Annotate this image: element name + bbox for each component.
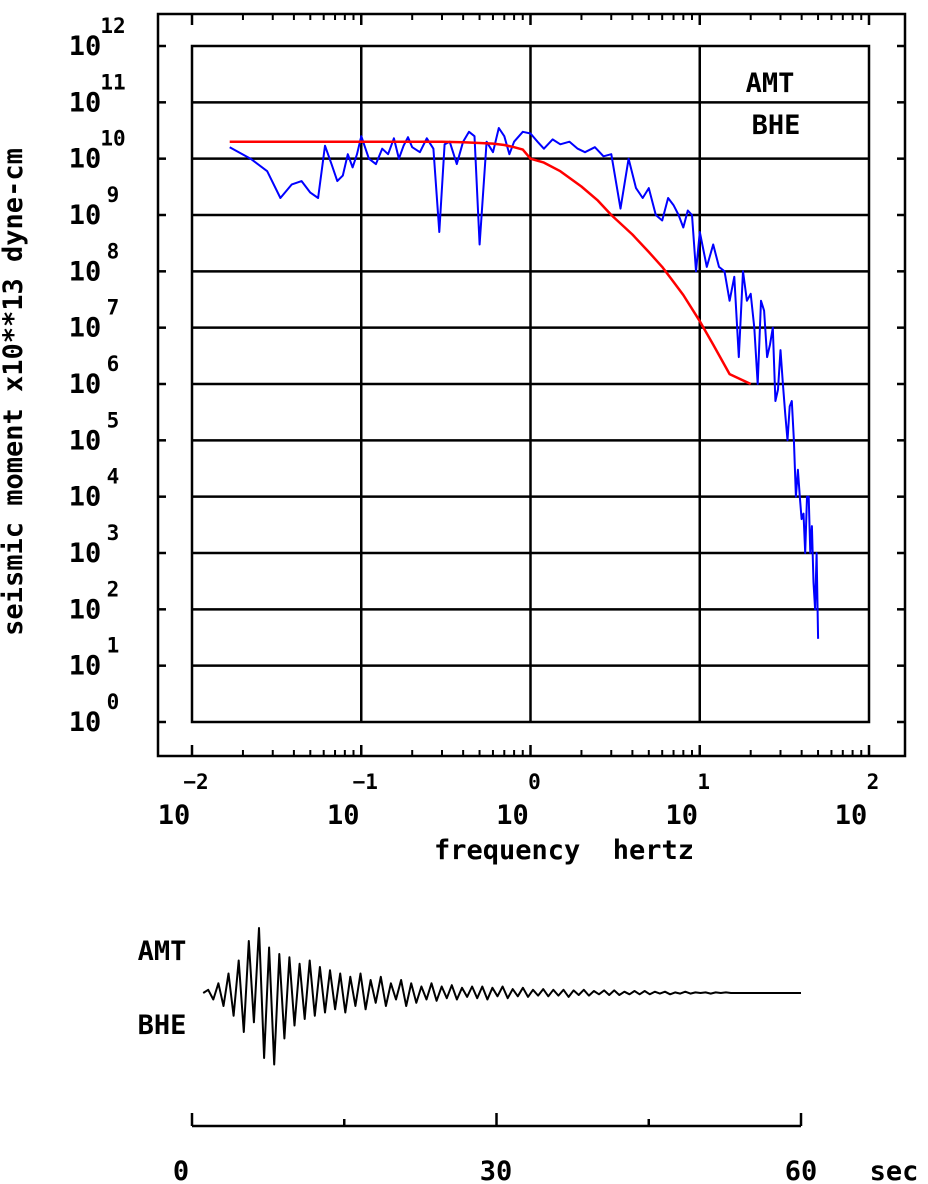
seismogram-annotation-station: AMT [138,936,187,967]
seismogram: AMT BHE 0 30 60 sec [138,927,919,1184]
time-tick-label: 0 [173,1156,189,1184]
x-tick-label-base: 10 [158,800,191,831]
y-tick-label-base: 10 [69,256,102,287]
y-tick-labels: 1001011021031041051061071081091010101110… [69,14,126,738]
y-tick-label-base: 10 [69,651,102,682]
x-tick-labels: 10 −2 10 −1 10 0 10 1 10 2 [158,770,880,831]
y-tick-label-exponent: 5 [107,408,120,432]
spectrum-annotation-component: BHE [752,110,801,141]
x-tick-label-base: 10 [835,800,868,831]
y-tick-label-base: 10 [69,144,102,175]
y-tick-label-base: 10 [69,369,102,400]
y-tick-label-exponent: 1 [107,634,120,658]
y-tick-label-base: 10 [69,594,102,625]
time-tick-label: 60 [785,1156,818,1184]
y-tick-label-exponent: 12 [100,14,125,38]
y-tick-label-base: 10 [69,200,102,231]
y-tick-label-exponent: 9 [107,183,120,207]
x-axis-label: frequency hertz [434,835,694,866]
x-tick-label-exponent: 2 [867,770,880,794]
y-tick-label-base: 10 [69,425,102,456]
y-tick-label-exponent: 4 [107,465,120,489]
x-tick-label-exponent: −2 [183,770,208,794]
y-axis-label: seismic moment x10**13 dyne-cm [0,148,29,636]
y-tick-label-exponent: 11 [100,70,125,94]
y-tick-label-exponent: 10 [100,127,125,151]
y-tick-label-base: 10 [69,538,102,569]
spectrum-series [229,127,820,639]
model-fit-line [229,140,752,386]
time-tick-label: 30 [480,1156,513,1184]
spectrum-line [229,127,820,639]
time-axis-ticks [190,1113,803,1126]
grid [192,46,869,722]
y-tick-label-base: 10 [69,482,102,513]
time-axis-labels: 0 30 60 [173,1156,817,1184]
tick-marks [158,14,905,756]
time-axis-unit: sec [870,1156,919,1184]
y-tick-label-exponent: 8 [107,239,120,263]
y-tick-label-base: 10 [69,707,102,738]
x-tick-label-exponent: 1 [697,770,710,794]
y-tick-label-exponent: 6 [107,352,120,376]
y-tick-label-base: 10 [69,31,102,62]
x-tick-label-base: 10 [327,800,360,831]
spectrum-annotation-station: AMT [746,68,795,99]
x-tick-label-exponent: −1 [353,770,378,794]
x-tick-label-exponent: 0 [528,770,541,794]
x-tick-label-base: 10 [496,800,529,831]
y-tick-label-base: 10 [69,313,102,344]
y-tick-label-exponent: 2 [107,577,120,601]
seismogram-annotation-component: BHE [138,1010,187,1041]
y-tick-label-exponent: 7 [107,296,120,320]
seismogram-trace [202,927,801,1066]
spectrum-chart: 1001011021031041051061071081091010101110… [0,12,907,866]
x-tick-label-base: 10 [665,800,698,831]
y-tick-label-exponent: 3 [107,521,120,545]
y-tick-label-exponent: 0 [107,690,120,714]
seismogram-line [202,927,801,1066]
y-tick-label-base: 10 [69,87,102,118]
